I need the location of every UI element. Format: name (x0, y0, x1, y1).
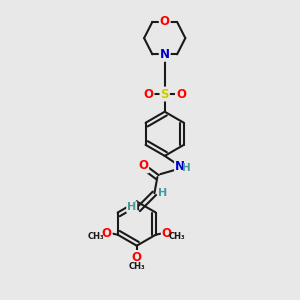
Text: CH₃: CH₃ (169, 232, 186, 241)
Text: O: O (162, 227, 172, 240)
Text: CH₃: CH₃ (88, 232, 104, 241)
Text: CH₃: CH₃ (128, 262, 145, 271)
Text: O: O (143, 88, 154, 100)
Text: H: H (158, 188, 167, 198)
Text: N: N (160, 48, 170, 61)
Text: O: O (132, 251, 142, 264)
Text: S: S (160, 88, 169, 100)
Text: H: H (182, 163, 191, 173)
Text: O: O (160, 15, 170, 28)
Text: H: H (127, 202, 136, 212)
Text: O: O (138, 159, 148, 172)
Text: N: N (175, 160, 185, 173)
Text: O: O (102, 227, 112, 240)
Text: O: O (176, 88, 186, 100)
